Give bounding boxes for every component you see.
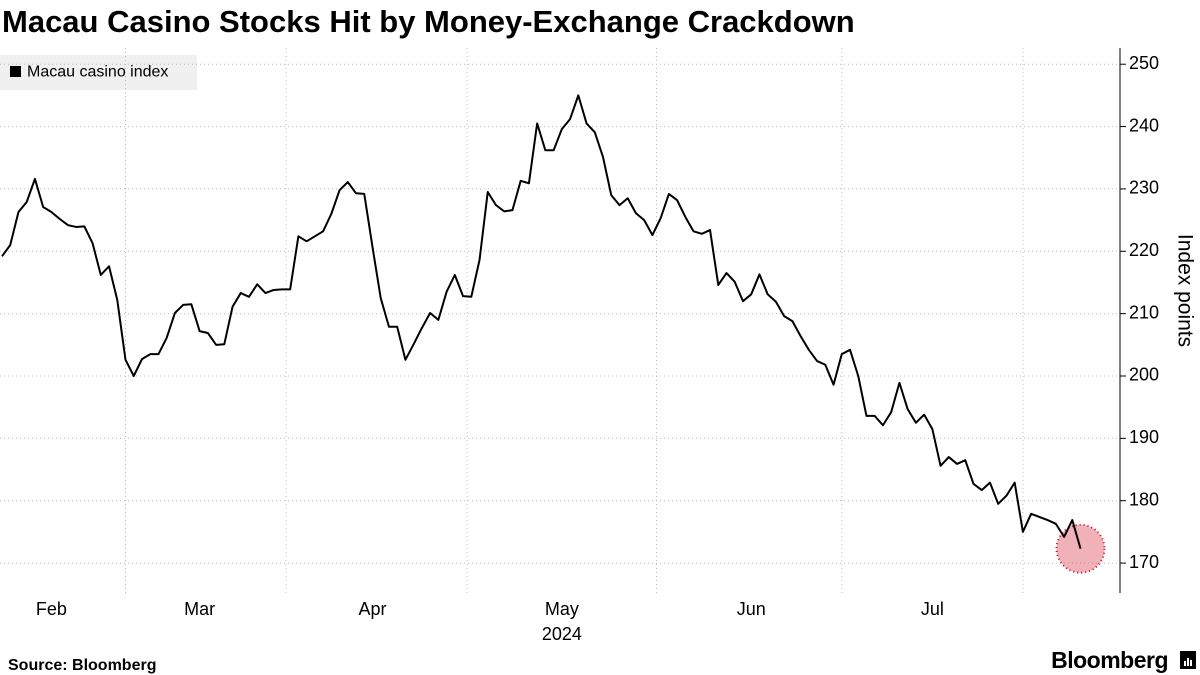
- x-tick-label: Apr: [358, 599, 386, 619]
- brand-icon: [1180, 651, 1196, 669]
- y-tick-label: 180: [1129, 489, 1159, 509]
- y-tick-label: 250: [1129, 53, 1159, 73]
- y-tick-label: 170: [1129, 552, 1159, 572]
- legend-label: Macau casino index: [27, 64, 168, 81]
- legend-box: [0, 55, 197, 90]
- chart-title: Macau Casino Stocks Hit by Money-Exchang…: [2, 4, 855, 39]
- x-tick-label: Mar: [184, 599, 215, 619]
- y-tick-label: 240: [1129, 115, 1159, 135]
- y-tick-label: 210: [1129, 302, 1159, 322]
- brand: Bloomberg: [1051, 647, 1168, 673]
- y-tick-label: 220: [1129, 240, 1159, 260]
- year-label: 2024: [542, 624, 582, 644]
- x-tick-label: May: [545, 599, 579, 619]
- y-tick-label: 190: [1129, 427, 1159, 447]
- x-tick-label: Jun: [737, 599, 766, 619]
- legend-swatch: [10, 66, 21, 77]
- x-tick-label: Feb: [36, 599, 67, 619]
- y-tick-label: 200: [1129, 365, 1159, 385]
- line: [1, 94, 1082, 550]
- source: Source: Bloomberg: [8, 657, 156, 674]
- y-tick-label: 230: [1129, 178, 1159, 198]
- x-tick-label: Jul: [921, 599, 944, 619]
- y-axis-label: Index points: [1173, 234, 1196, 347]
